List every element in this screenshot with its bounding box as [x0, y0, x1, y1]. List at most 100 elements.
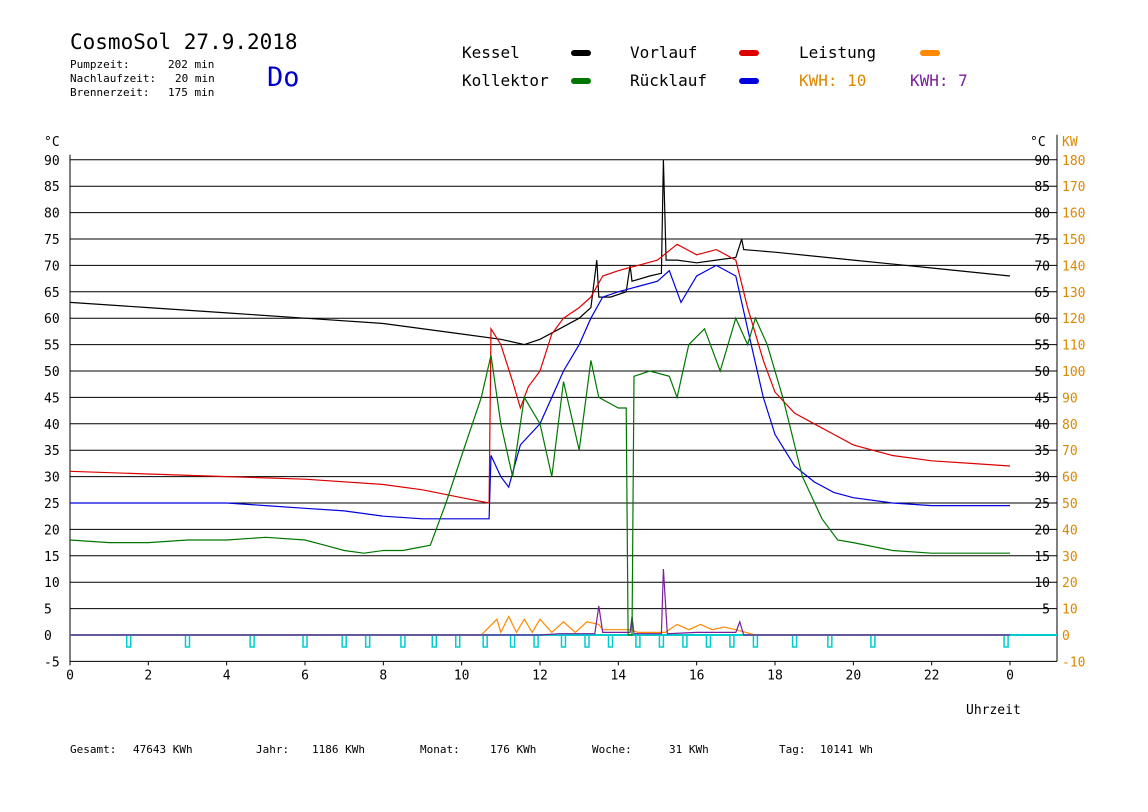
y-right-tick-35: 35 [1034, 444, 1050, 459]
pump-pulse-18 [705, 634, 712, 648]
series-line-vorlauf [69, 243, 1011, 504]
y-power-tick-50: 50 [1062, 497, 1078, 512]
y-right-tick-65: 65 [1034, 286, 1050, 301]
week-label: Woche: [592, 743, 632, 756]
pump-pulse-20 [752, 634, 759, 648]
y-right-tick-30: 30 [1034, 471, 1050, 486]
pump-pulse-19 [729, 634, 735, 648]
y-left-tick-55: 55 [44, 339, 60, 354]
pump-pulse-10 [509, 634, 516, 648]
y-right-tick-75: 75 [1034, 233, 1050, 248]
legend-vorlauf: Vorlauf [630, 43, 698, 62]
y-left-tick-70: 70 [44, 259, 60, 274]
y-power-tick-70: 70 [1062, 444, 1078, 459]
x-tick-4: 8 [379, 668, 387, 683]
pump-pulse-2 [249, 634, 255, 648]
legend-kollektor: Kollektor [462, 71, 549, 90]
legend-ruecklauf-swatch [739, 78, 759, 84]
y-left-tick-5: 5 [44, 603, 52, 618]
pump-time-value: 202 min [168, 58, 215, 71]
right-axis-power-unit: KW [1062, 135, 1078, 150]
day-total-label: Tag: [779, 743, 806, 756]
temperature-series [69, 159, 1011, 636]
chart-ticks: -505101520253035404550556065707580859051… [44, 154, 1085, 684]
pump-pulse-15 [635, 634, 641, 648]
legend-ruecklauf: Rücklauf [630, 71, 708, 90]
y-right-tick-70: 70 [1034, 259, 1050, 274]
legend-kessel: Kessel [462, 43, 520, 62]
pump-pulse-3 [302, 634, 308, 648]
month-label: Monat: [420, 743, 460, 756]
pump-pulse-1 [184, 634, 191, 648]
y-right-tick-15: 15 [1034, 550, 1050, 565]
x-tick-2: 4 [223, 668, 231, 683]
y-power-tick-110: 110 [1062, 339, 1085, 354]
y-left-tick-90: 90 [44, 154, 60, 169]
y-left-tick-75: 75 [44, 233, 60, 248]
series-line-kollektor [69, 316, 1010, 636]
week-value: 31 KWh [669, 743, 709, 756]
y-power-tick-30: 30 [1062, 550, 1078, 565]
y-right-tick-5: 5 [1042, 603, 1050, 618]
pump-pulse-6 [400, 634, 406, 648]
y-power-tick-80: 80 [1062, 418, 1078, 433]
y-right-tick-55: 55 [1034, 339, 1050, 354]
x-tick-3: 6 [301, 668, 309, 683]
pump-pulse-24 [1003, 634, 1009, 648]
total-label: Gesamt: [70, 743, 117, 756]
pump-pulse-23 [870, 634, 876, 648]
pump-time-label: Pumpzeit: [70, 58, 130, 71]
y-left-tick-25: 25 [44, 497, 60, 512]
chart-axes [69, 134, 1058, 662]
y-left-tick-60: 60 [44, 312, 60, 327]
chart-grid [70, 159, 1057, 636]
y-power-tick-100: 100 [1062, 365, 1085, 380]
left-axis-unit: °C [44, 135, 60, 150]
y-power-tick-130: 130 [1062, 286, 1085, 301]
after-run-time-label: Nachlaufzeit: [70, 72, 157, 85]
legend-leistung-swatch [920, 50, 940, 56]
y-power-tick-60: 60 [1062, 471, 1078, 486]
y-right-tick-20: 20 [1034, 523, 1050, 538]
y-right-tick-25: 25 [1034, 497, 1050, 512]
y-power-tick-140: 140 [1062, 259, 1085, 274]
legend-kwh-second: KWH: 7 [910, 71, 968, 90]
y-power-tick-40: 40 [1062, 523, 1078, 538]
pump-pulse-14 [607, 634, 614, 648]
pump-pulse-8 [455, 634, 461, 648]
y-left-tick-10: 10 [44, 576, 60, 591]
pump-pulse-17 [682, 634, 688, 648]
y-right-tick-45: 45 [1034, 391, 1050, 406]
y-right-tick-60: 60 [1034, 312, 1050, 327]
chart-title: CosmoSol 27.9.2018 [70, 30, 298, 54]
legend-kollektor-swatch [571, 78, 591, 84]
y-left-tick-0: 0 [44, 629, 52, 644]
x-tick-12: 0 [1006, 668, 1014, 683]
y-power-tick--10: -10 [1062, 655, 1085, 670]
y-left-tick-65: 65 [44, 286, 60, 301]
year-label: Jahr: [256, 743, 290, 756]
y-power-tick-120: 120 [1062, 312, 1085, 327]
y-power-tick-170: 170 [1062, 180, 1085, 195]
y-power-tick-90: 90 [1062, 391, 1078, 406]
power-series [70, 568, 1010, 636]
pump-indicator [70, 634, 1057, 648]
pump-pulse-21 [791, 634, 798, 648]
x-tick-10: 20 [846, 668, 862, 683]
y-right-tick-80: 80 [1034, 207, 1050, 222]
x-tick-1: 2 [144, 668, 152, 683]
y-left-tick-15: 15 [44, 550, 60, 565]
legend-leistung: Leistung [799, 43, 877, 62]
month-value: 176 KWh [490, 743, 537, 756]
y-power-tick-20: 20 [1062, 576, 1078, 591]
power-series-1 [70, 568, 1010, 636]
series-line-rcklauf [70, 264, 1010, 520]
pump-pulse-16 [658, 634, 665, 648]
y-left-tick-20: 20 [44, 523, 60, 538]
x-axis-label: Uhrzeit [966, 703, 1021, 718]
burner-time-value: 175 min [168, 86, 215, 99]
pump-pulse-7 [431, 634, 437, 648]
weekday-label: Do [267, 62, 300, 93]
day-total-value: 10141 Wh [820, 743, 873, 756]
x-tick-9: 18 [767, 668, 783, 683]
